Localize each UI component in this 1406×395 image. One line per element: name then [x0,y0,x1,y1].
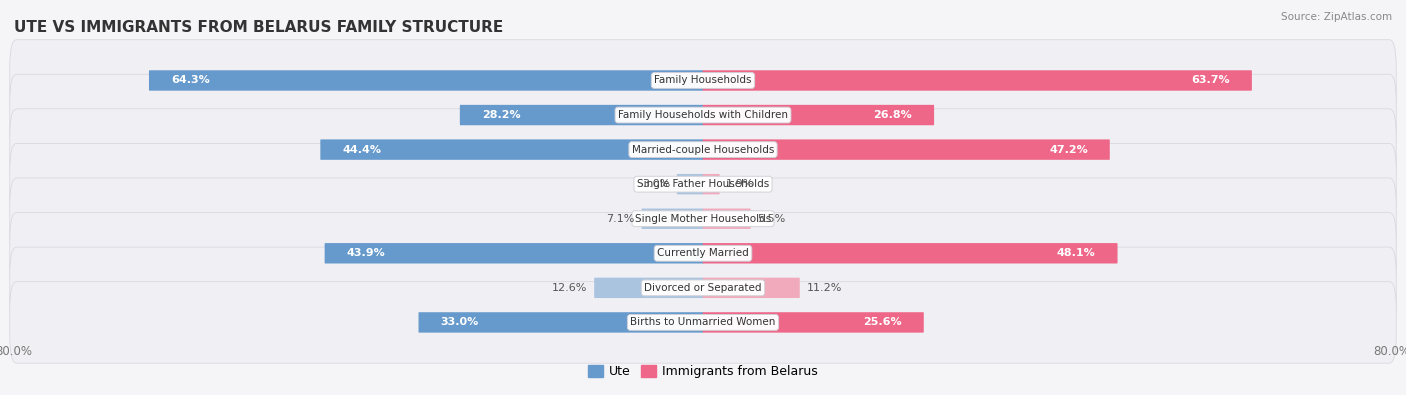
FancyBboxPatch shape [703,243,1118,263]
FancyBboxPatch shape [10,143,1396,225]
FancyBboxPatch shape [10,178,1396,260]
Text: Married-couple Households: Married-couple Households [631,145,775,154]
FancyBboxPatch shape [149,70,703,91]
FancyBboxPatch shape [703,312,924,333]
Text: UTE VS IMMIGRANTS FROM BELARUS FAMILY STRUCTURE: UTE VS IMMIGRANTS FROM BELARUS FAMILY ST… [14,20,503,35]
FancyBboxPatch shape [10,109,1396,190]
Text: 25.6%: 25.6% [863,318,901,327]
Text: 1.9%: 1.9% [727,179,755,189]
FancyBboxPatch shape [321,139,703,160]
FancyBboxPatch shape [10,282,1396,363]
Text: Single Father Households: Single Father Households [637,179,769,189]
Text: Currently Married: Currently Married [657,248,749,258]
Text: 64.3%: 64.3% [170,75,209,85]
Text: 12.6%: 12.6% [553,283,588,293]
Text: 44.4%: 44.4% [342,145,381,154]
Text: 3.0%: 3.0% [643,179,671,189]
Text: Single Mother Households: Single Mother Households [636,214,770,224]
FancyBboxPatch shape [703,174,720,194]
Legend: Ute, Immigrants from Belarus: Ute, Immigrants from Belarus [583,360,823,383]
FancyBboxPatch shape [10,247,1396,329]
Text: 28.2%: 28.2% [482,110,520,120]
FancyBboxPatch shape [419,312,703,333]
Text: 43.9%: 43.9% [346,248,385,258]
Text: 47.2%: 47.2% [1049,145,1088,154]
FancyBboxPatch shape [703,70,1251,91]
Text: 5.5%: 5.5% [758,214,786,224]
FancyBboxPatch shape [10,74,1396,156]
FancyBboxPatch shape [676,174,703,194]
Text: Births to Unmarried Women: Births to Unmarried Women [630,318,776,327]
FancyBboxPatch shape [703,278,800,298]
FancyBboxPatch shape [703,209,751,229]
Text: Divorced or Separated: Divorced or Separated [644,283,762,293]
Text: Family Households with Children: Family Households with Children [619,110,787,120]
FancyBboxPatch shape [10,213,1396,294]
Text: 48.1%: 48.1% [1057,248,1095,258]
FancyBboxPatch shape [10,40,1396,121]
Text: 7.1%: 7.1% [606,214,636,224]
FancyBboxPatch shape [703,139,1109,160]
Text: 63.7%: 63.7% [1191,75,1230,85]
FancyBboxPatch shape [703,105,934,125]
FancyBboxPatch shape [325,243,703,263]
Text: 26.8%: 26.8% [873,110,912,120]
Text: 33.0%: 33.0% [440,318,478,327]
Text: 11.2%: 11.2% [807,283,842,293]
FancyBboxPatch shape [595,278,703,298]
Text: Source: ZipAtlas.com: Source: ZipAtlas.com [1281,12,1392,22]
FancyBboxPatch shape [460,105,703,125]
FancyBboxPatch shape [641,209,703,229]
Text: Family Households: Family Households [654,75,752,85]
